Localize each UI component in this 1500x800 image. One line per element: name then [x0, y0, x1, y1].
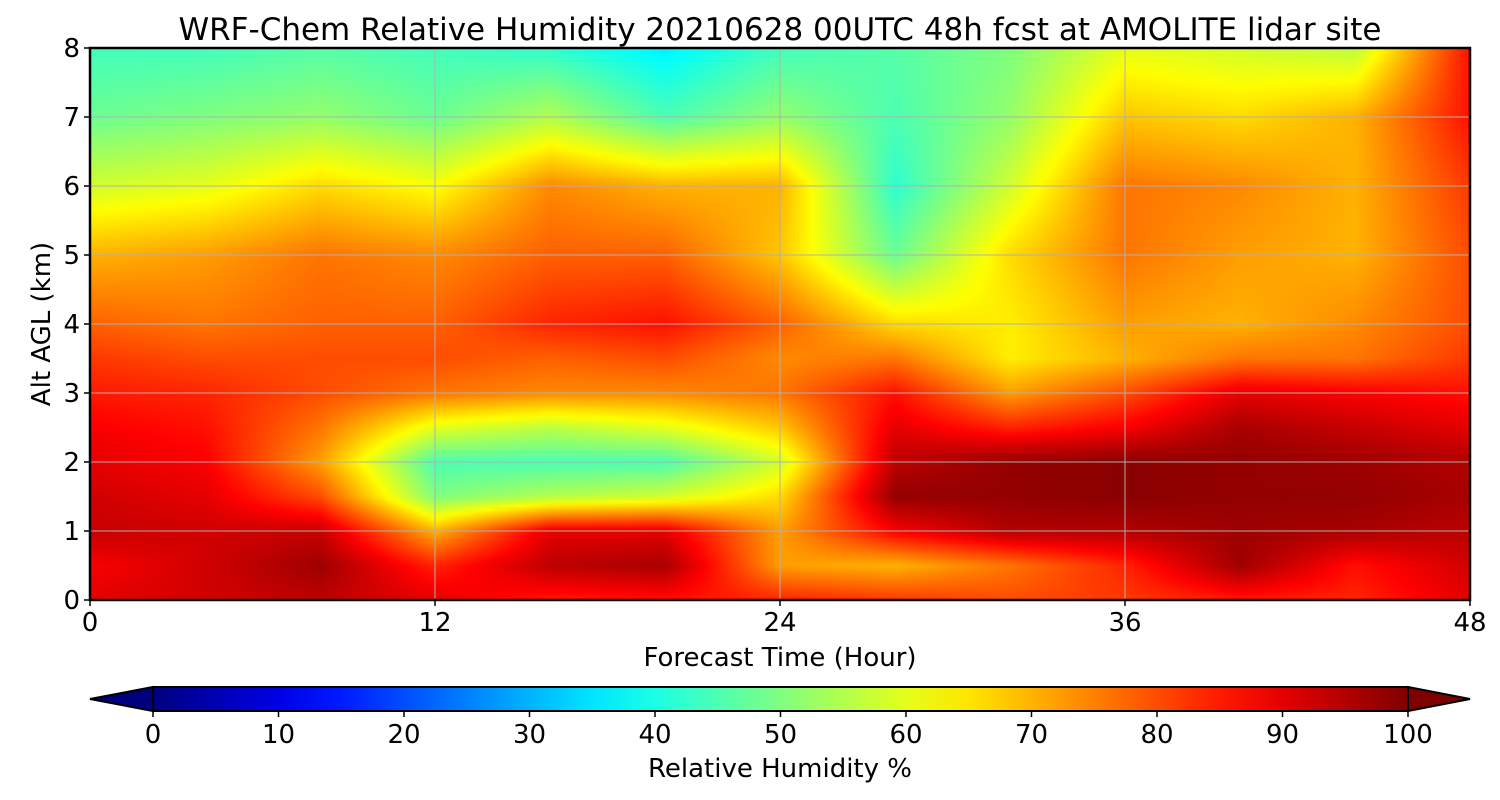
x-tick-label: 48 — [1453, 608, 1486, 638]
colorbar-tick-label: 90 — [1266, 720, 1299, 750]
y-tick-label: 8 — [63, 34, 80, 64]
colorbar-low-extension — [89, 685, 154, 713]
y-tick-label: 3 — [63, 379, 80, 409]
colorbar-tick-label: 0 — [145, 720, 162, 750]
colorbar-tick-label: 50 — [764, 720, 797, 750]
colorbar-tick-label: 10 — [262, 720, 295, 750]
colorbar-tick-label: 30 — [513, 720, 546, 750]
colorbar-high-extension — [1407, 685, 1471, 713]
y-tick-label: 2 — [63, 448, 80, 478]
colorbar-tick-label: 40 — [638, 720, 671, 750]
colorbar-tick-label: 70 — [1015, 720, 1048, 750]
chart-title: WRF-Chem Relative Humidity 20210628 00UT… — [178, 12, 1381, 48]
y-axis-label: Alt AGL (km) — [27, 242, 57, 406]
y-tick-label: 4 — [63, 310, 80, 340]
colorbar-gradient — [152, 686, 1409, 712]
x-tick-label: 12 — [418, 608, 451, 638]
y-tick-label: 7 — [63, 103, 80, 133]
colorbar: 0 10 20 30 40 50 60 70 80 90 100 Relative Humidity… — [89, 685, 1471, 784]
y-tick-label: 1 — [63, 517, 80, 547]
x-tick-label: 0 — [82, 608, 99, 638]
colorbar-tick-label: 20 — [387, 720, 420, 750]
colorbar-label: Relative Humidity % — [648, 754, 912, 784]
y-axis: 0 1 2 3 4 5 6 7 8 — [63, 34, 90, 616]
colorbar-ticks: 0 10 20 30 40 50 60 70 80 90 100 — [145, 711, 1433, 750]
x-axis-label: Forecast Time (Hour) — [643, 643, 916, 673]
colorbar-tick-label: 80 — [1140, 720, 1173, 750]
x-tick-label: 24 — [763, 608, 796, 638]
plot-area — [88, 46, 1472, 602]
colorbar-tick-label: 100 — [1383, 720, 1433, 750]
y-tick-label: 6 — [63, 172, 80, 202]
y-tick-label: 0 — [63, 586, 80, 616]
x-axis: 0 12 24 36 48 — [82, 600, 1487, 638]
colorbar-tick-label: 60 — [889, 720, 922, 750]
y-tick-label: 5 — [63, 241, 80, 271]
x-tick-label: 36 — [1108, 608, 1141, 638]
